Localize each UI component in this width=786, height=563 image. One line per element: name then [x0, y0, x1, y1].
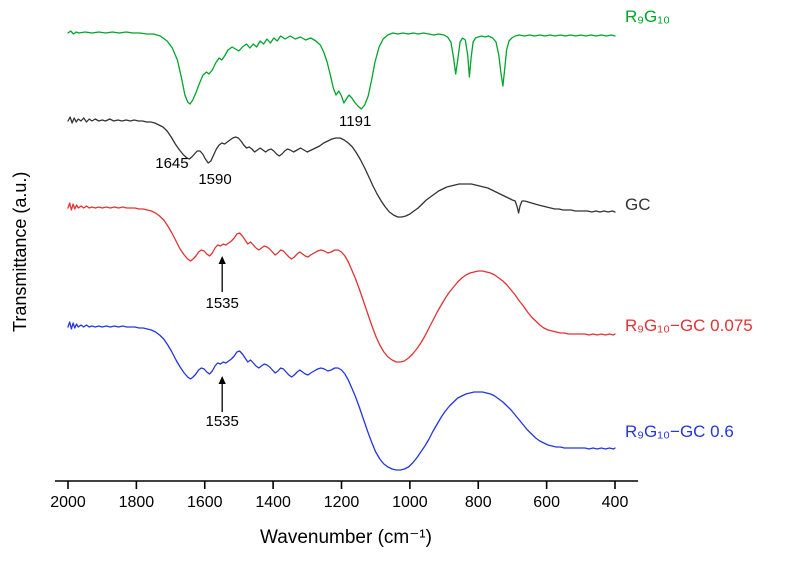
series-label-R9G10-GC-0.6: R₉G₁₀−GC 0.6 [625, 422, 734, 441]
x-axis-title: Wavenumber (cm⁻¹) [260, 527, 432, 548]
x-tick-label-1600: 1600 [187, 494, 223, 511]
series-label-R9G10-GC-0.075: R₉G₁₀−GC 0.075 [625, 316, 753, 335]
x-tick-label-2000: 2000 [50, 494, 86, 511]
annotation-label-1590-2: 1590 [198, 171, 231, 188]
annotation-label-1645-1: 1645 [155, 155, 188, 172]
x-tick-label-600: 600 [533, 494, 560, 511]
x-tick-label-400: 400 [602, 494, 629, 511]
x-tick-label-800: 800 [465, 494, 492, 511]
x-tick-label-1400: 1400 [255, 494, 291, 511]
x-tick-label-1800: 1800 [119, 494, 155, 511]
series-label-GC: GC [625, 195, 651, 214]
series-label-R9G10: R₉G₁₀ [625, 7, 670, 26]
annotation-label-1191-0: 1191 [339, 113, 371, 130]
annotation-label-1535-3: 1535 [205, 295, 238, 312]
spectrum-curve-GC [67, 116, 616, 218]
spectrum-curve-R9G10-GC-0.6 [67, 321, 616, 471]
x-tick-label-1200: 1200 [324, 494, 360, 511]
annotation-arrowhead-4 [218, 376, 226, 384]
annotation-label-1535-4: 1535 [205, 413, 238, 430]
y-axis-title: Transmittance (a.u.) [10, 171, 30, 332]
x-tick-label-1000: 1000 [392, 494, 428, 511]
spectrum-curve-R9G10-GC-0.075 [67, 202, 616, 363]
spectrum-curve-R9G10 [67, 30, 616, 110]
annotation-arrowhead-3 [218, 256, 226, 264]
